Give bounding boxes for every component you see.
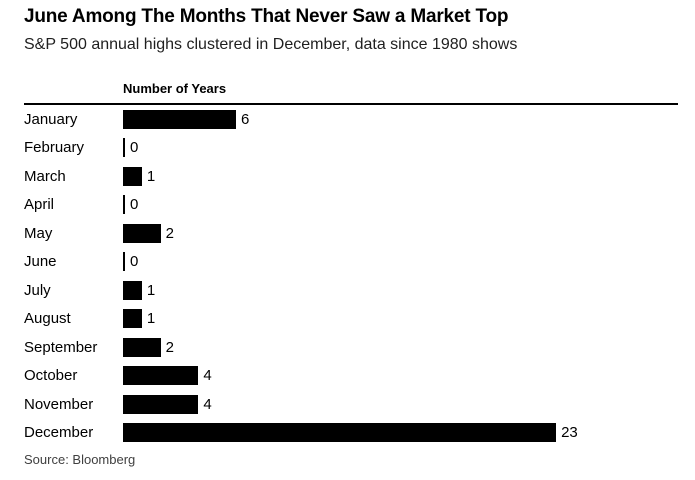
month-label: January [24, 110, 78, 128]
month-label: November [24, 395, 94, 413]
chart-subtitle: S&P 500 annual highs clustered in Decemb… [24, 36, 518, 53]
month-label: December [24, 424, 94, 442]
source-note: Source: Bloomberg [24, 452, 136, 467]
month-label: February [24, 139, 85, 157]
month-label: August [24, 310, 71, 328]
zero-tick [123, 195, 125, 215]
month-label: June [24, 253, 57, 271]
value-label: 0 [130, 253, 139, 271]
chart-row: August 1 [24, 305, 678, 334]
chart-row: November 4 [24, 390, 678, 419]
chart-row: December 23 [24, 419, 678, 448]
value-label: 4 [203, 395, 212, 413]
chart-row: October 4 [24, 362, 678, 391]
bar [123, 423, 557, 443]
value-label: 2 [165, 338, 174, 356]
bar [123, 280, 142, 300]
bar [123, 166, 142, 186]
chart-row: May 2 [24, 219, 678, 248]
value-label: 6 [240, 110, 250, 128]
bar [123, 223, 161, 243]
chart-row: March 1 [24, 162, 678, 191]
month-label: September [24, 338, 98, 356]
value-label: 23 [561, 424, 578, 442]
bar-chart: January 6 February 0 March 1 April 0 May 2 June 0 Ju… [24, 105, 678, 447]
month-label: May [24, 224, 53, 242]
month-label: October [24, 367, 78, 385]
month-label: July [24, 281, 51, 299]
bar [123, 366, 199, 386]
month-label: March [24, 167, 66, 185]
value-label: 0 [130, 139, 139, 157]
chart-row: June 0 [24, 248, 678, 277]
axis-title: Number of Years [123, 81, 227, 96]
bar [123, 309, 142, 329]
chart-row: January 6 [24, 105, 678, 134]
value-label: 1 [146, 167, 156, 185]
value-label: 1 [146, 281, 156, 299]
value-label: 2 [165, 224, 174, 242]
chart-row: July 1 [24, 276, 678, 305]
bar [123, 109, 236, 129]
chart-title: June Among The Months That Never Saw a M… [24, 6, 509, 27]
axis-rule [24, 103, 678, 105]
bar [123, 337, 161, 357]
zero-tick [123, 252, 125, 272]
month-label: April [24, 196, 55, 214]
value-label: 1 [146, 310, 156, 328]
bar [123, 394, 199, 414]
value-label: 0 [130, 196, 139, 214]
chart-row: April 0 [24, 191, 678, 220]
zero-tick [123, 138, 125, 158]
chart-row: September 2 [24, 333, 678, 362]
value-label: 4 [203, 367, 212, 385]
chart-row: February 0 [24, 134, 678, 163]
